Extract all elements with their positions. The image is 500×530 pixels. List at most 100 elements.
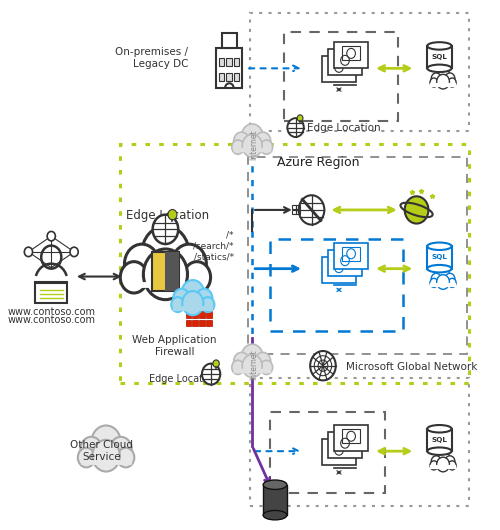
Circle shape xyxy=(168,209,177,220)
Circle shape xyxy=(436,275,450,289)
Circle shape xyxy=(242,134,262,157)
FancyBboxPatch shape xyxy=(36,284,68,303)
FancyBboxPatch shape xyxy=(186,320,192,326)
Circle shape xyxy=(436,268,450,284)
FancyBboxPatch shape xyxy=(192,312,198,319)
Circle shape xyxy=(430,461,438,470)
FancyBboxPatch shape xyxy=(186,297,192,304)
FancyBboxPatch shape xyxy=(199,312,205,319)
Circle shape xyxy=(255,352,270,370)
FancyBboxPatch shape xyxy=(263,485,287,515)
Circle shape xyxy=(299,195,324,225)
Text: /statics/*: /statics/* xyxy=(194,252,234,261)
Text: Internet: Internet xyxy=(249,349,258,380)
FancyBboxPatch shape xyxy=(322,56,356,82)
Circle shape xyxy=(431,273,441,285)
Circle shape xyxy=(213,360,220,367)
Circle shape xyxy=(242,124,263,148)
Circle shape xyxy=(172,244,206,284)
Circle shape xyxy=(202,297,214,312)
FancyBboxPatch shape xyxy=(328,432,362,458)
FancyBboxPatch shape xyxy=(334,425,368,451)
FancyBboxPatch shape xyxy=(216,48,242,89)
Circle shape xyxy=(431,73,441,84)
Circle shape xyxy=(297,115,303,121)
Circle shape xyxy=(445,456,455,467)
Ellipse shape xyxy=(428,425,452,432)
Circle shape xyxy=(404,196,428,224)
FancyBboxPatch shape xyxy=(234,73,239,81)
Text: Edge Location: Edge Location xyxy=(126,209,210,222)
FancyBboxPatch shape xyxy=(234,58,239,66)
Circle shape xyxy=(448,461,456,470)
Text: Web Application
Firewall: Web Application Firewall xyxy=(132,335,217,357)
Circle shape xyxy=(142,226,189,280)
Circle shape xyxy=(448,278,456,287)
Text: /*: /* xyxy=(226,230,234,239)
FancyBboxPatch shape xyxy=(192,297,198,304)
Circle shape xyxy=(120,262,148,293)
Circle shape xyxy=(41,245,62,269)
Circle shape xyxy=(448,78,456,87)
FancyBboxPatch shape xyxy=(222,33,237,48)
Circle shape xyxy=(255,132,270,150)
Circle shape xyxy=(124,244,159,284)
Ellipse shape xyxy=(263,480,287,490)
Text: Microsoft Global Network: Microsoft Global Network xyxy=(346,363,477,372)
Circle shape xyxy=(288,118,304,137)
FancyBboxPatch shape xyxy=(199,297,205,304)
Circle shape xyxy=(182,280,204,306)
Circle shape xyxy=(78,448,95,467)
Circle shape xyxy=(80,437,102,462)
Ellipse shape xyxy=(263,510,287,520)
Circle shape xyxy=(436,450,450,466)
FancyBboxPatch shape xyxy=(334,42,368,68)
FancyBboxPatch shape xyxy=(218,73,224,81)
FancyBboxPatch shape xyxy=(206,320,212,326)
FancyBboxPatch shape xyxy=(206,312,212,319)
Text: On-premises /
Legacy DC: On-premises / Legacy DC xyxy=(116,47,188,69)
Circle shape xyxy=(47,232,56,241)
Circle shape xyxy=(260,140,272,154)
FancyBboxPatch shape xyxy=(328,49,362,75)
Ellipse shape xyxy=(428,447,452,455)
Circle shape xyxy=(436,457,450,472)
Circle shape xyxy=(436,74,450,89)
FancyBboxPatch shape xyxy=(226,73,232,81)
FancyBboxPatch shape xyxy=(152,252,178,291)
Circle shape xyxy=(242,344,263,369)
FancyBboxPatch shape xyxy=(199,320,205,326)
Circle shape xyxy=(260,360,272,375)
FancyBboxPatch shape xyxy=(322,439,356,465)
FancyBboxPatch shape xyxy=(192,305,198,311)
Text: SQL: SQL xyxy=(432,54,448,60)
Circle shape xyxy=(152,215,178,244)
Circle shape xyxy=(232,360,244,375)
FancyBboxPatch shape xyxy=(334,243,368,269)
FancyBboxPatch shape xyxy=(186,312,192,319)
FancyBboxPatch shape xyxy=(322,257,356,282)
FancyBboxPatch shape xyxy=(192,320,198,326)
Circle shape xyxy=(202,364,220,385)
Circle shape xyxy=(242,355,262,377)
FancyBboxPatch shape xyxy=(328,250,362,276)
Circle shape xyxy=(234,132,250,150)
Circle shape xyxy=(430,78,438,87)
Circle shape xyxy=(70,247,78,257)
Circle shape xyxy=(436,68,450,83)
Text: /search/*: /search/* xyxy=(194,241,234,250)
FancyBboxPatch shape xyxy=(186,305,192,311)
Circle shape xyxy=(182,291,204,315)
FancyBboxPatch shape xyxy=(199,305,205,311)
Text: www.contoso.com: www.contoso.com xyxy=(8,307,96,317)
Circle shape xyxy=(144,249,188,299)
Ellipse shape xyxy=(428,265,452,272)
Text: Internet: Internet xyxy=(249,129,258,160)
Circle shape xyxy=(92,440,120,472)
Circle shape xyxy=(445,73,455,84)
Text: SQL: SQL xyxy=(432,437,448,443)
Circle shape xyxy=(234,352,250,370)
Text: Edge Location: Edge Location xyxy=(307,122,380,132)
FancyBboxPatch shape xyxy=(206,305,212,311)
Circle shape xyxy=(310,351,336,381)
